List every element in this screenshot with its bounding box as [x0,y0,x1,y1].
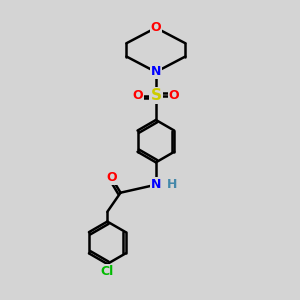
Text: O: O [169,89,179,102]
Text: O: O [106,172,117,184]
Text: N: N [151,178,161,191]
Text: N: N [151,65,161,79]
Text: O: O [151,21,161,34]
Text: S: S [150,88,161,103]
Text: Cl: Cl [101,265,114,278]
Text: O: O [132,89,143,102]
Text: H: H [167,178,178,191]
